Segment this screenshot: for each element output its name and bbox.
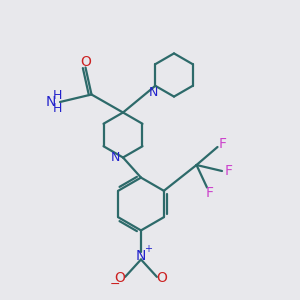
Text: H: H — [53, 102, 62, 115]
Text: N: N — [45, 95, 56, 109]
Text: −: − — [110, 278, 120, 291]
Text: N: N — [136, 250, 146, 263]
Text: N: N — [111, 151, 120, 164]
Text: H: H — [53, 89, 62, 102]
Text: O: O — [115, 271, 125, 284]
Text: N: N — [149, 86, 158, 99]
Text: +: + — [144, 244, 152, 254]
Text: F: F — [225, 164, 232, 178]
Text: F: F — [219, 137, 227, 151]
Text: F: F — [206, 186, 214, 200]
Text: O: O — [80, 55, 91, 68]
Text: O: O — [157, 271, 167, 284]
